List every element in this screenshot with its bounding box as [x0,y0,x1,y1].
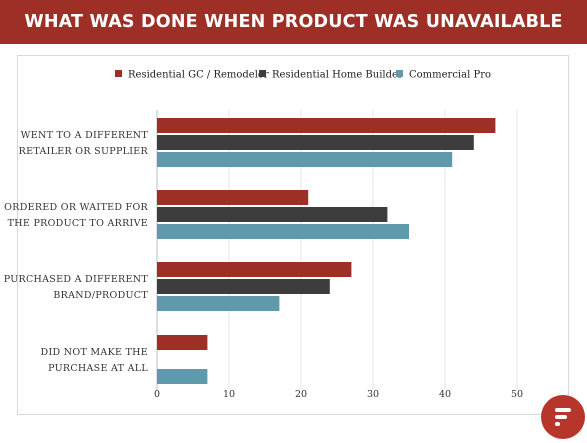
bar [157,190,309,205]
x-tick-label: 40 [439,389,451,400]
page-title: WHAT WAS DONE WHEN PRODUCT WAS UNAVAILAB… [24,12,563,32]
brand-logo-icon [555,408,571,426]
bar [157,335,208,350]
title-bar: WHAT WAS DONE WHEN PRODUCT WAS UNAVAILAB… [0,0,587,44]
x-tick-label: 30 [367,389,379,400]
bar [157,224,409,239]
category-label: DID NOT MAKE THE [41,347,148,358]
brand-logo[interactable] [541,395,585,439]
category-label: PURCHASE AT ALL [48,363,148,374]
category-label: RETAILER OR SUPPLIER [19,146,149,157]
legend-swatch [115,70,122,77]
x-tick-label: 10 [223,389,235,400]
category-label: PURCHASED A DIFFERENT [4,274,149,285]
category-label: THE PRODUCT TO ARRIVE [8,218,148,229]
legend-label: Residential Home Builder [272,70,403,81]
legend-label: Commercial Pro [409,70,491,81]
bar [157,118,496,133]
legend-swatch [396,70,403,77]
bar [157,135,474,150]
bar [157,279,330,294]
category-label: BRAND/PRODUCT [53,290,148,301]
x-tick-label: 0 [154,389,160,400]
bar [157,262,352,277]
bar [157,152,453,167]
category-label: ORDERED OR WAITED FOR [4,202,148,213]
legend-label: Residential GC / Remodeler [128,70,269,81]
bar [157,296,280,311]
bar [157,207,388,222]
legend-swatch [259,70,266,77]
category-label: WENT TO A DIFFERENT [21,130,149,141]
bar [157,369,208,384]
x-tick-label: 50 [511,389,523,400]
chart-frame [17,55,569,415]
x-tick-label: 20 [295,389,307,400]
